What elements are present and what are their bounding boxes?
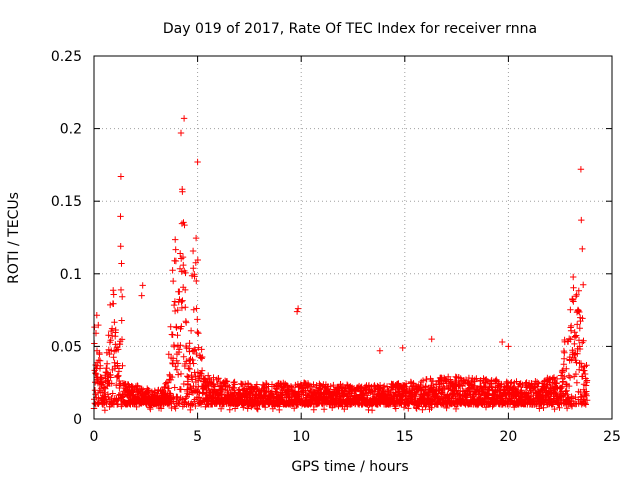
y-tick-labels: 0 0.05 0.1 0.15 0.2 0.25: [51, 49, 82, 428]
axis-ticks: [93, 55, 613, 420]
y-tick-label-1: 0.05: [51, 339, 82, 355]
x-tick-label-1: 5: [193, 429, 202, 445]
x-tick-labels: 0 5 10 15 20 25: [90, 429, 621, 445]
chart-title: Day 019 of 2017, Rate Of TEC Index for r…: [163, 21, 537, 37]
roti-markers: [90, 115, 591, 414]
x-tick-label-2: 10: [292, 429, 310, 445]
data-points: [90, 115, 591, 414]
y-tick-label-2: 0.1: [60, 267, 82, 283]
y-tick-label-5: 0.25: [51, 49, 82, 65]
y-tick-label-3: 0.15: [51, 194, 82, 210]
grid-lines: [94, 56, 612, 419]
x-tick-label-4: 20: [499, 429, 517, 445]
x-tick-label-5: 25: [603, 429, 621, 445]
x-tick-label-0: 0: [90, 429, 99, 445]
y-axis-label: ROTI / TECUs: [6, 192, 22, 284]
y-tick-label-0: 0: [73, 412, 82, 428]
x-tick-label-3: 15: [396, 429, 414, 445]
y-tick-label-4: 0.2: [60, 122, 82, 138]
x-axis-label: GPS time / hours: [291, 459, 408, 475]
plot-frame: [93, 55, 613, 420]
